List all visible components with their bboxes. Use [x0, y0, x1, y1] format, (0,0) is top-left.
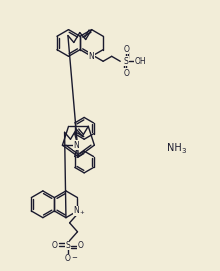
Text: NH: NH: [167, 143, 182, 153]
Text: O: O: [52, 241, 58, 250]
Text: OH: OH: [134, 57, 146, 66]
Text: O: O: [65, 254, 71, 263]
Text: N: N: [89, 52, 95, 61]
Text: O: O: [77, 241, 83, 250]
Text: N: N: [74, 207, 79, 215]
Text: +: +: [79, 211, 84, 215]
Text: S: S: [65, 241, 70, 250]
Text: −: −: [72, 256, 77, 262]
Text: N: N: [73, 141, 79, 150]
Text: O: O: [123, 69, 129, 78]
Text: 3: 3: [181, 148, 186, 154]
Text: O: O: [123, 45, 129, 54]
Text: S: S: [124, 57, 128, 66]
